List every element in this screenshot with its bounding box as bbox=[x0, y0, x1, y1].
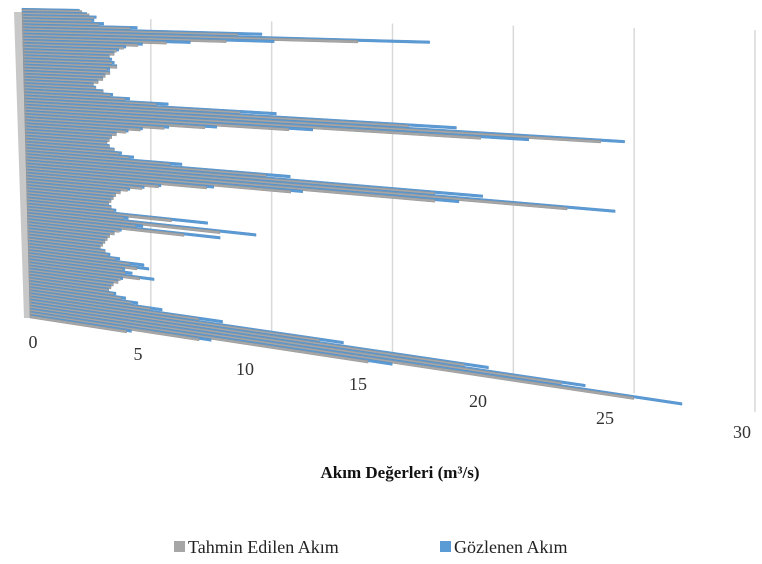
x-tick-label: 30 bbox=[733, 422, 751, 442]
x-tick-label: 0 bbox=[29, 332, 38, 352]
x-tick-label: 10 bbox=[236, 359, 254, 379]
x-tick-label: 20 bbox=[469, 391, 487, 411]
gridlines bbox=[150, 19, 756, 412]
legend-swatch-tahmin bbox=[174, 541, 185, 552]
bars-group bbox=[14, 7, 683, 406]
legend: Tahmin Edilen Akım Gözlenen Akım bbox=[174, 537, 567, 557]
x-tick-label: 15 bbox=[349, 374, 367, 394]
x-axis-label: Akım Değerleri (m³/s) bbox=[321, 463, 480, 482]
x-tick-label: 25 bbox=[596, 408, 614, 428]
legend-label-tahmin: Tahmin Edilen Akım bbox=[188, 537, 339, 557]
bar-tahmin bbox=[29, 305, 634, 400]
tick-labels: 0 5 10 15 20 25 30 bbox=[29, 332, 752, 442]
legend-swatch-gozlenen bbox=[440, 541, 451, 552]
legend-label-gozlenen: Gözlenen Akım bbox=[454, 537, 567, 557]
depth-wall bbox=[14, 12, 32, 318]
x-tick-label: 5 bbox=[134, 344, 143, 364]
